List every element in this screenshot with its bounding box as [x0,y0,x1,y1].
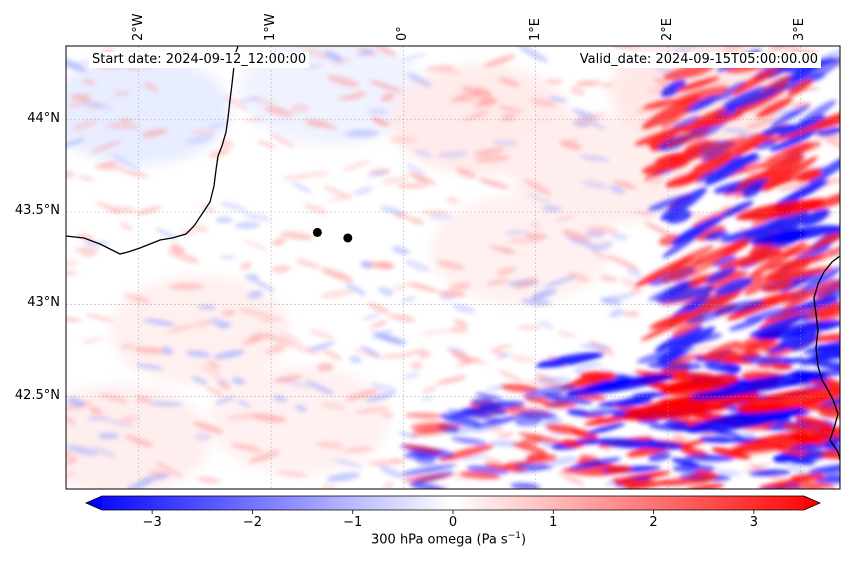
lat-tick-label: 43.5°N [14,203,60,219]
coastline [66,46,840,461]
colorbar-gradient [86,496,820,510]
valid-date-label: Valid_date: 2024-09-15T05:00:00.00 [576,52,821,68]
colorbar [85,495,821,514]
station-point [312,227,322,237]
colorbar-tick-label: 2 [649,515,658,530]
start-date-label: Start date: 2024-09-12_12:00:00 [89,52,310,68]
colorbar-tick-label: 1 [549,515,558,530]
map-frame [65,45,841,490]
colorbar-title-text: 300 hPa omega (Pa s [371,532,508,548]
colorbar-title: 300 hPa omega (Pa s−1) [371,531,526,547]
colorbar-extend-max [804,496,820,510]
colorbar-tick-label: −1 [343,515,363,530]
colorbar-outline [85,495,821,511]
colorbar-tick-label: 3 [749,515,758,530]
lat-tick-label: 43°N [27,295,60,311]
lon-tick-label: 3°E [792,18,808,41]
colorbar-ticks [151,510,755,514]
gridlines [66,46,840,489]
colorbar-tick-label: −3 [142,515,162,530]
lon-tick-label: 2°W [130,13,146,41]
lat-tick-label: 42.5°N [14,387,60,403]
colorbar-tick-label: −2 [242,515,263,530]
colorbar-tick-label: 0 [448,515,458,530]
lon-tick-label: 0° [395,26,411,41]
atlantic-coastline [66,46,239,255]
colorbar-extend-min [86,496,102,510]
colorbar-title-exponent: −1 [507,531,521,541]
lon-tick-label: 1°E [527,18,543,41]
mediterranean-coastline [813,255,840,461]
lon-tick-label: 2°E [660,18,675,41]
station-point [343,233,353,243]
lon-tick-label: 1°W [263,13,279,41]
station-markers [312,227,353,243]
colorbar-title-close: ) [520,532,527,548]
omega-field [66,46,840,489]
lat-tick-label: 44°N [27,110,60,126]
